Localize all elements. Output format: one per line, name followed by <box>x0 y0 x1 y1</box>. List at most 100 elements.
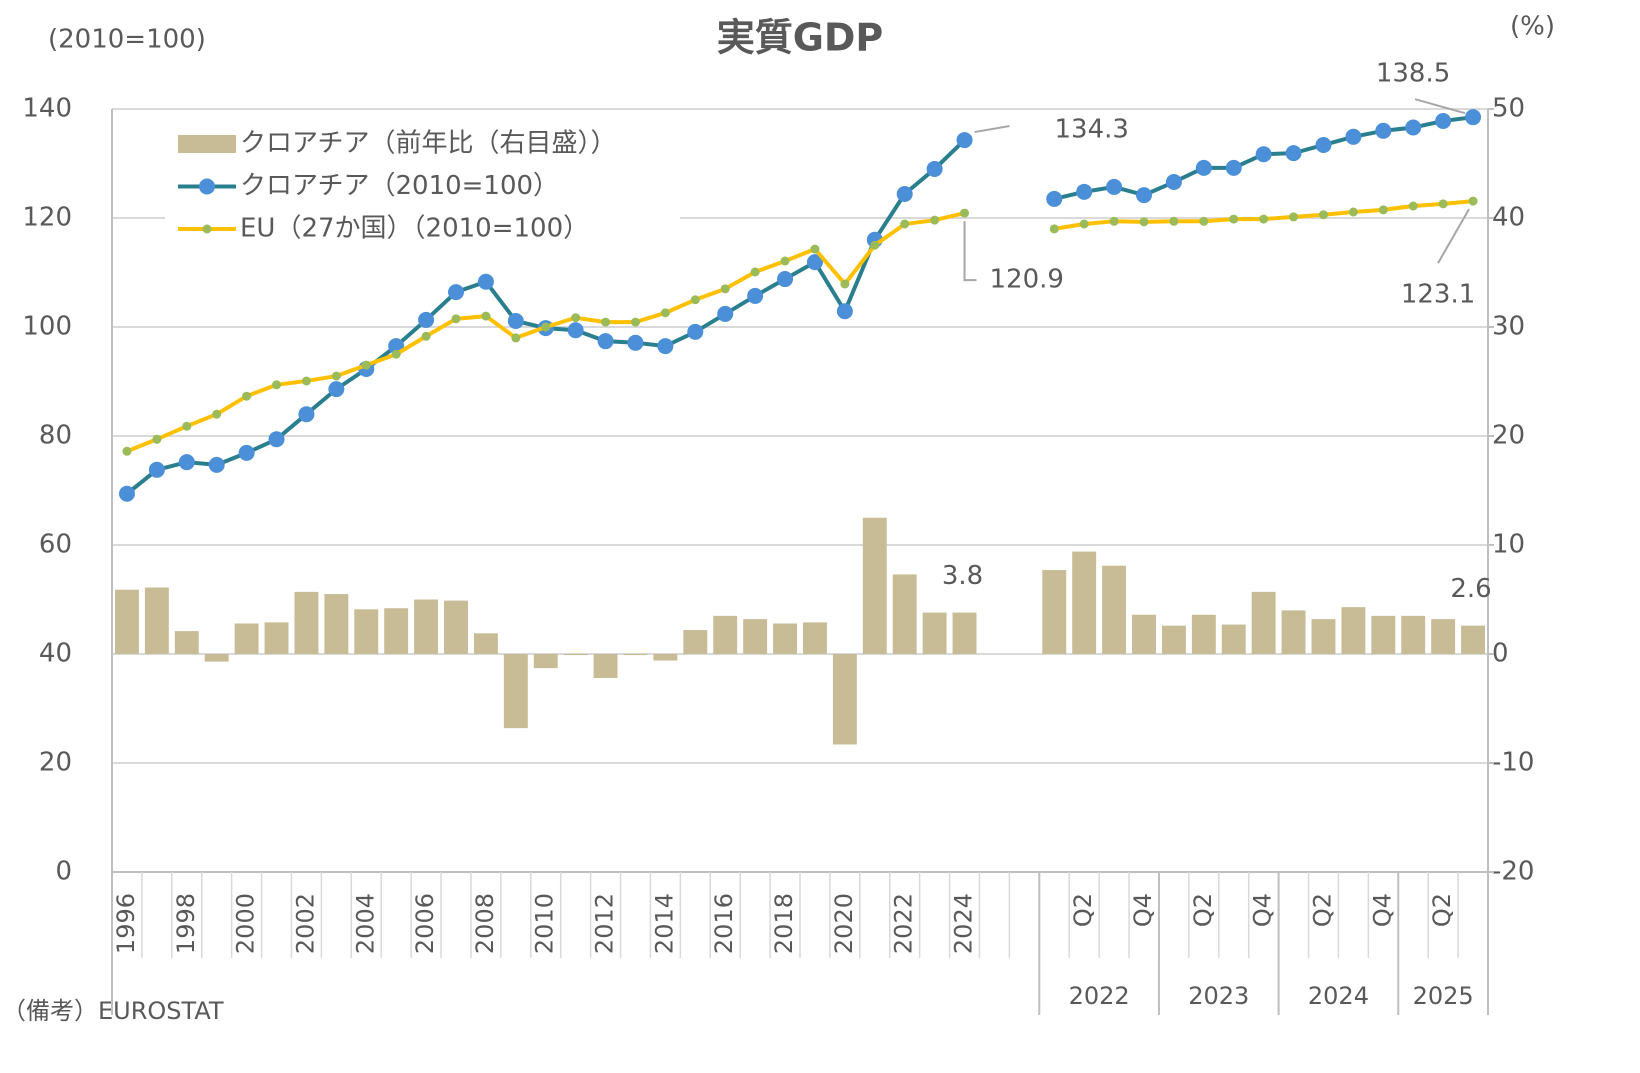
marker <box>1229 214 1239 224</box>
bar <box>952 612 977 654</box>
bar <box>563 654 588 656</box>
bar <box>204 654 229 662</box>
y-axis-unit: (2010=100) <box>48 25 206 55</box>
marker <box>1435 112 1452 129</box>
bar <box>1431 619 1456 654</box>
bar <box>294 591 319 654</box>
line-value-label: 120.9 <box>990 265 1064 295</box>
marker <box>1318 210 1328 220</box>
marker <box>926 160 943 177</box>
marker <box>810 244 820 254</box>
marker <box>1136 187 1152 204</box>
marker <box>1408 201 1418 211</box>
marker <box>1049 224 1059 234</box>
bar <box>623 654 648 656</box>
bar <box>144 587 169 654</box>
marker <box>836 303 853 320</box>
marker <box>1289 212 1299 222</box>
marker <box>477 273 494 290</box>
marker <box>1046 190 1063 207</box>
bar <box>1161 625 1186 654</box>
bar <box>414 599 439 654</box>
bar <box>114 589 139 654</box>
group-label: 2025 <box>1413 982 1474 1010</box>
y-tick-label: 100 <box>22 312 72 342</box>
x-tick-label: Q4 <box>1129 893 1157 927</box>
group-label: 2023 <box>1188 982 1249 1010</box>
x-tick-label: 2018 <box>770 893 798 954</box>
marker <box>268 431 285 448</box>
marker <box>1109 216 1119 226</box>
x-tick-label: Q2 <box>1069 893 1097 927</box>
bar <box>473 633 498 654</box>
line-value-label: 138.5 <box>1376 59 1450 89</box>
y2-tick-label: 10 <box>1492 530 1525 560</box>
legend-swatch <box>178 135 236 153</box>
marker <box>690 295 700 305</box>
marker <box>328 381 345 398</box>
marker <box>627 334 644 351</box>
bar <box>1251 591 1276 654</box>
bar-value-label: 3.8 <box>942 561 983 591</box>
x-tick-label: 2016 <box>710 893 738 954</box>
bar-value-label: 2.6 <box>1450 574 1491 604</box>
bar <box>1221 624 1246 654</box>
marker <box>1225 159 1242 176</box>
marker <box>1106 178 1123 195</box>
marker <box>122 446 132 456</box>
bar <box>1371 615 1396 654</box>
x-tick-label: 1998 <box>172 893 200 954</box>
marker <box>597 333 614 350</box>
marker <box>448 284 464 301</box>
marker <box>212 409 222 419</box>
bar <box>1461 625 1486 654</box>
marker <box>1438 199 1448 209</box>
marker <box>301 376 311 386</box>
bar <box>234 623 259 654</box>
bar <box>174 631 199 654</box>
marker <box>331 371 341 381</box>
y2-tick-label: 40 <box>1492 203 1525 233</box>
marker <box>1195 159 1212 176</box>
marker <box>1199 216 1209 226</box>
bar <box>1102 565 1127 654</box>
marker <box>148 461 165 478</box>
y-tick-label: 140 <box>22 94 72 124</box>
marker <box>361 360 371 370</box>
bar <box>503 654 528 729</box>
marker <box>178 454 195 471</box>
marker <box>1375 122 1392 139</box>
x-tick-label: 2022 <box>890 893 918 954</box>
bar <box>1311 619 1336 654</box>
bar <box>862 517 887 654</box>
marker <box>1405 119 1422 136</box>
marker <box>806 254 823 271</box>
marker <box>601 317 611 327</box>
bar <box>1042 570 1067 654</box>
marker <box>660 308 670 318</box>
bar <box>773 623 798 654</box>
bar <box>593 654 618 678</box>
bar <box>743 619 768 654</box>
y2-tick-label: 0 <box>1492 639 1509 669</box>
chart-title: 実質GDP <box>717 16 884 60</box>
bar <box>354 609 379 654</box>
marker <box>1315 136 1332 153</box>
group-label: 2022 <box>1069 982 1130 1010</box>
marker <box>1465 109 1482 126</box>
marker <box>1285 145 1302 162</box>
bar <box>444 600 468 654</box>
marker <box>1169 216 1179 226</box>
marker <box>1468 196 1478 206</box>
legend-marker <box>199 178 215 195</box>
bar <box>713 615 738 654</box>
y2-tick-label: 50 <box>1492 94 1525 124</box>
bar <box>1341 607 1366 654</box>
marker <box>900 219 910 229</box>
marker <box>717 305 734 322</box>
x-tick-label: 2002 <box>291 893 319 954</box>
bar <box>653 654 678 661</box>
legend-label: クロアチア（2010=100） <box>240 171 559 201</box>
bar <box>683 630 708 654</box>
